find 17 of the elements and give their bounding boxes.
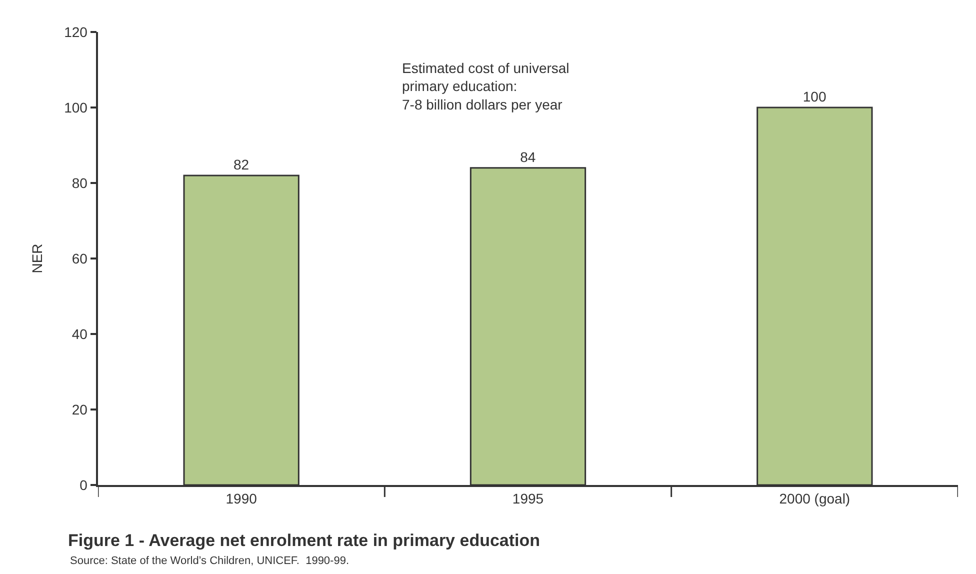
x-tick-label: 2000 (goal) (779, 490, 850, 507)
y-tick-label: 20 (72, 401, 88, 418)
y-tick-label: 40 (72, 326, 88, 342)
annotation: Estimated cost of universal primary education: 7-8 billion dollars per year (402, 60, 570, 112)
x-tick-label: 1995 (512, 490, 544, 507)
data-label: 82 (233, 156, 250, 172)
x-tick-label: 1990 (226, 490, 258, 507)
y-tick-label: 60 (72, 250, 88, 266)
data-label: 100 (802, 88, 826, 104)
y-tick-label: 120 (64, 24, 88, 40)
y-axis-title: NER (29, 244, 46, 274)
source-note: Source: State of the World’s Children, UNICEF. 1990-99. (70, 555, 350, 567)
text: Figure 1 - Average net enrolment rate in primary education (68, 530, 540, 550)
y-tick-label: 80 (72, 174, 88, 191)
y-tick-label: 100 (64, 99, 88, 116)
data-label: 84 (520, 148, 536, 165)
y-tick-label: 0 (80, 476, 88, 493)
